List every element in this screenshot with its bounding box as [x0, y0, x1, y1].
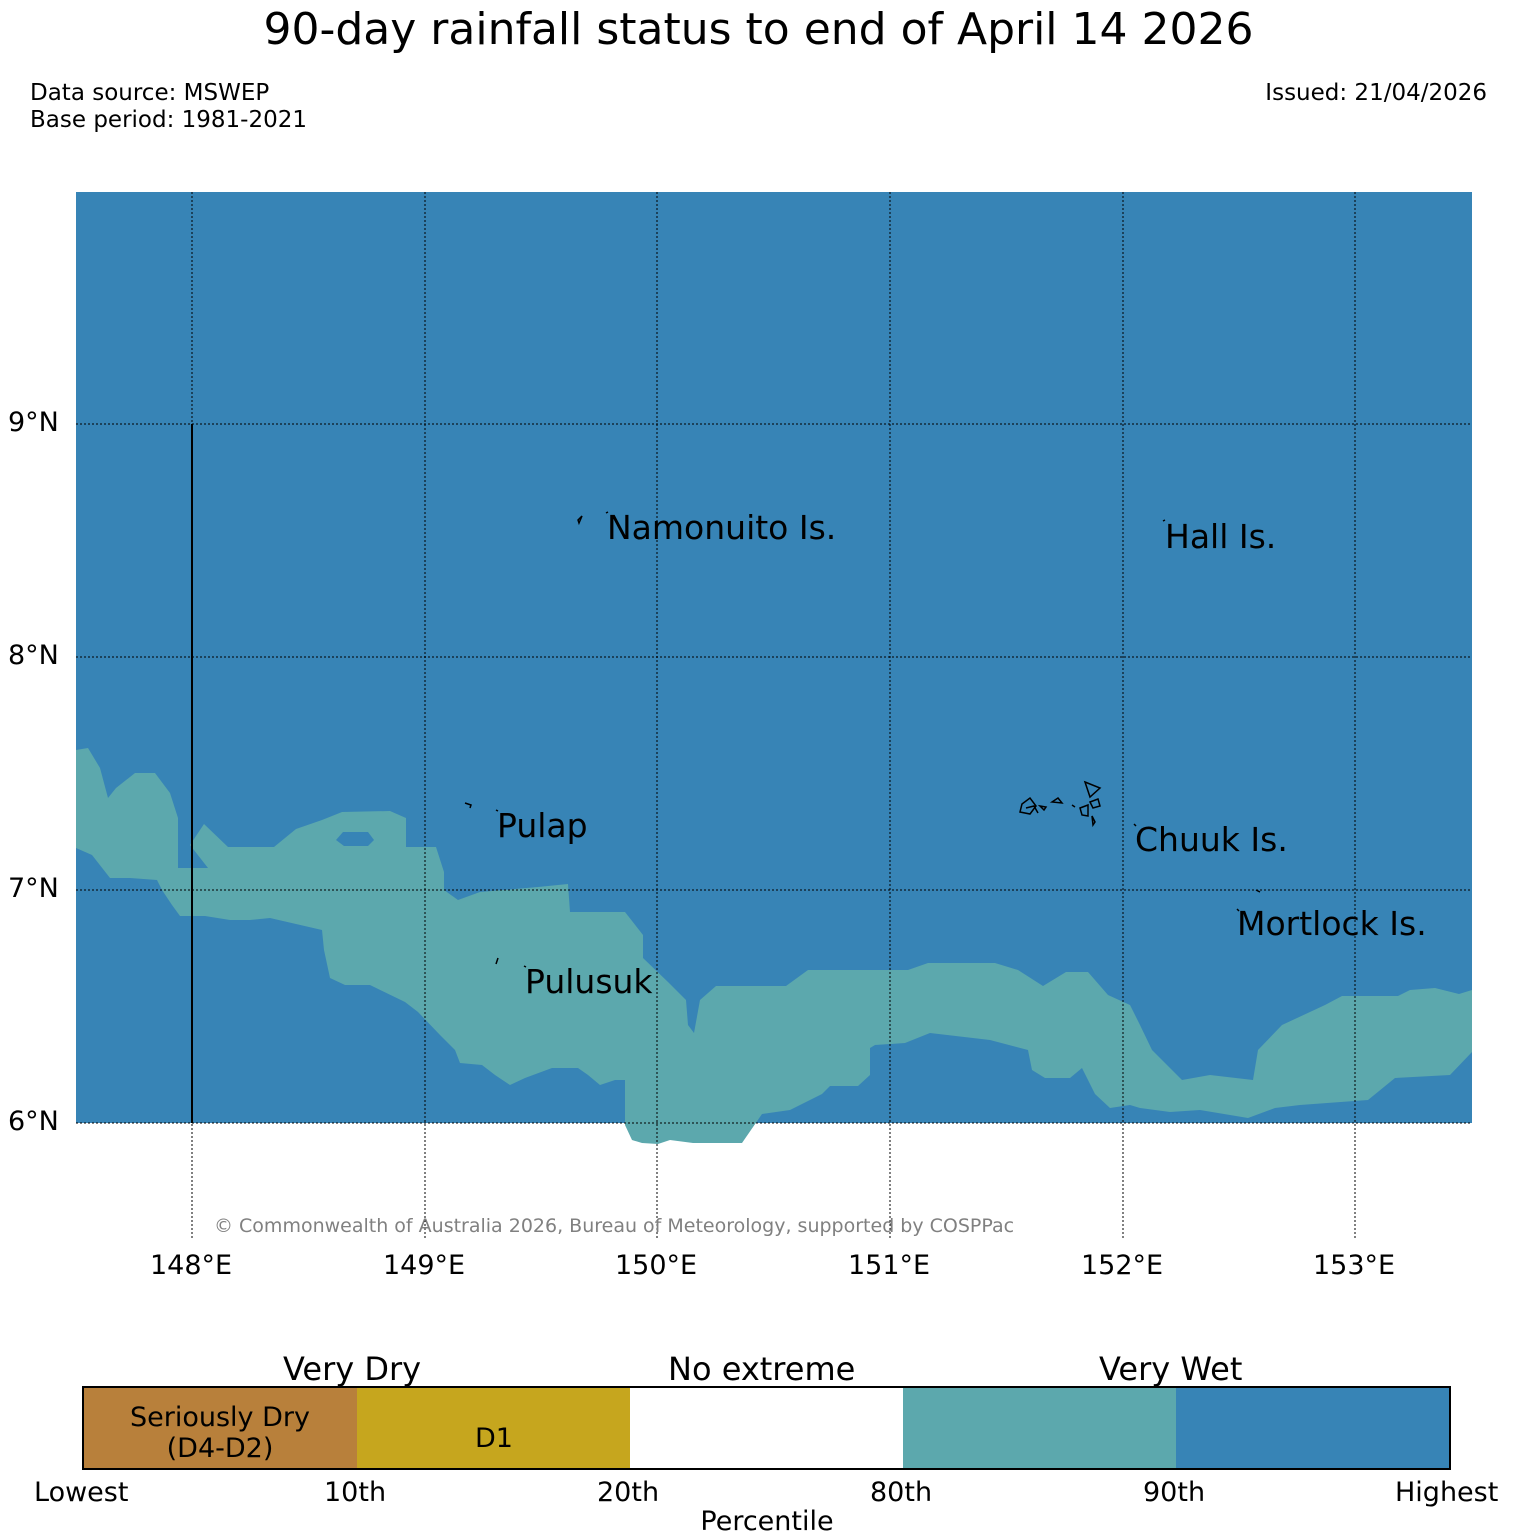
place-label-pulusuk: Pulusuk [525, 962, 653, 1001]
colorbar-tick-80th: 80th [870, 1477, 933, 1508]
place-label-pulap: Pulap [497, 806, 588, 845]
colorbar-axis-label: Percentile [700, 1506, 834, 1537]
seriously-dry-line2: (D4-D2) [166, 1433, 274, 1464]
map-title: 90-day rainfall status to end of April 1… [263, 4, 1254, 55]
colorbar-tick-90th: 90th [1143, 1477, 1206, 1508]
lon-label-148e: 148°E [150, 1250, 233, 1281]
lon-label-149e: 149°E [383, 1250, 466, 1281]
lon-label-151e: 151°E [848, 1250, 931, 1281]
colorbar-tick-20th: 20th [597, 1477, 660, 1508]
issued-date: Issued: 21/04/2026 [1265, 80, 1487, 106]
place-label-mortlock: Mortlock Is. [1237, 904, 1427, 943]
base-period: Base period: 1981-2021 [30, 107, 308, 133]
colorbar-very-wet [1176, 1386, 1451, 1470]
colorbar-header-very-wet: Very Wet [1099, 1350, 1243, 1388]
colorbar-tick-lowest: Lowest [34, 1477, 129, 1508]
colorbar-tick-10th: 10th [324, 1477, 387, 1508]
graticule [76, 192, 1472, 1240]
island-outlines [464, 511, 1261, 968]
lon-label-150e: 150°E [615, 1250, 698, 1281]
colorbar-header-no-extreme: No extreme [668, 1350, 856, 1388]
place-label-chuuk: Chuuk Is. [1135, 820, 1288, 859]
colorbar-no-extreme [630, 1386, 904, 1470]
colorbar-seriously-dry [82, 1386, 358, 1470]
colorbar-seriously-dry-label: Seriously Dry (D4-D2) [82, 1402, 358, 1464]
place-label-hall: Hall Is. [1165, 517, 1277, 556]
lat-label-9n: 9°N [8, 407, 59, 438]
lon-label-152e: 152°E [1081, 1250, 1164, 1281]
copyright-notice: © Commonwealth of Australia 2026, Bureau… [214, 1215, 1015, 1237]
colorbar-d1-label: D1 [475, 1423, 513, 1454]
rainfall-map [76, 192, 1472, 1240]
seriously-dry-line1: Seriously Dry [130, 1402, 310, 1433]
lat-label-8n: 8°N [8, 640, 59, 671]
very-wet-pocket [336, 832, 374, 846]
colorbar-wet [903, 1386, 1177, 1470]
lat-label-6n: 6°N [8, 1106, 59, 1137]
lon-label-153e: 153°E [1313, 1250, 1396, 1281]
lat-label-7n: 7°N [8, 873, 59, 904]
colorbar-header-very-dry: Very Dry [283, 1350, 422, 1388]
colorbar-tick-highest: Highest [1395, 1477, 1499, 1508]
place-label-namonuito: Namonuito Is. [607, 508, 837, 547]
colorbar-d1 [357, 1386, 631, 1470]
data-source: Data source: MSWEP [30, 80, 270, 106]
